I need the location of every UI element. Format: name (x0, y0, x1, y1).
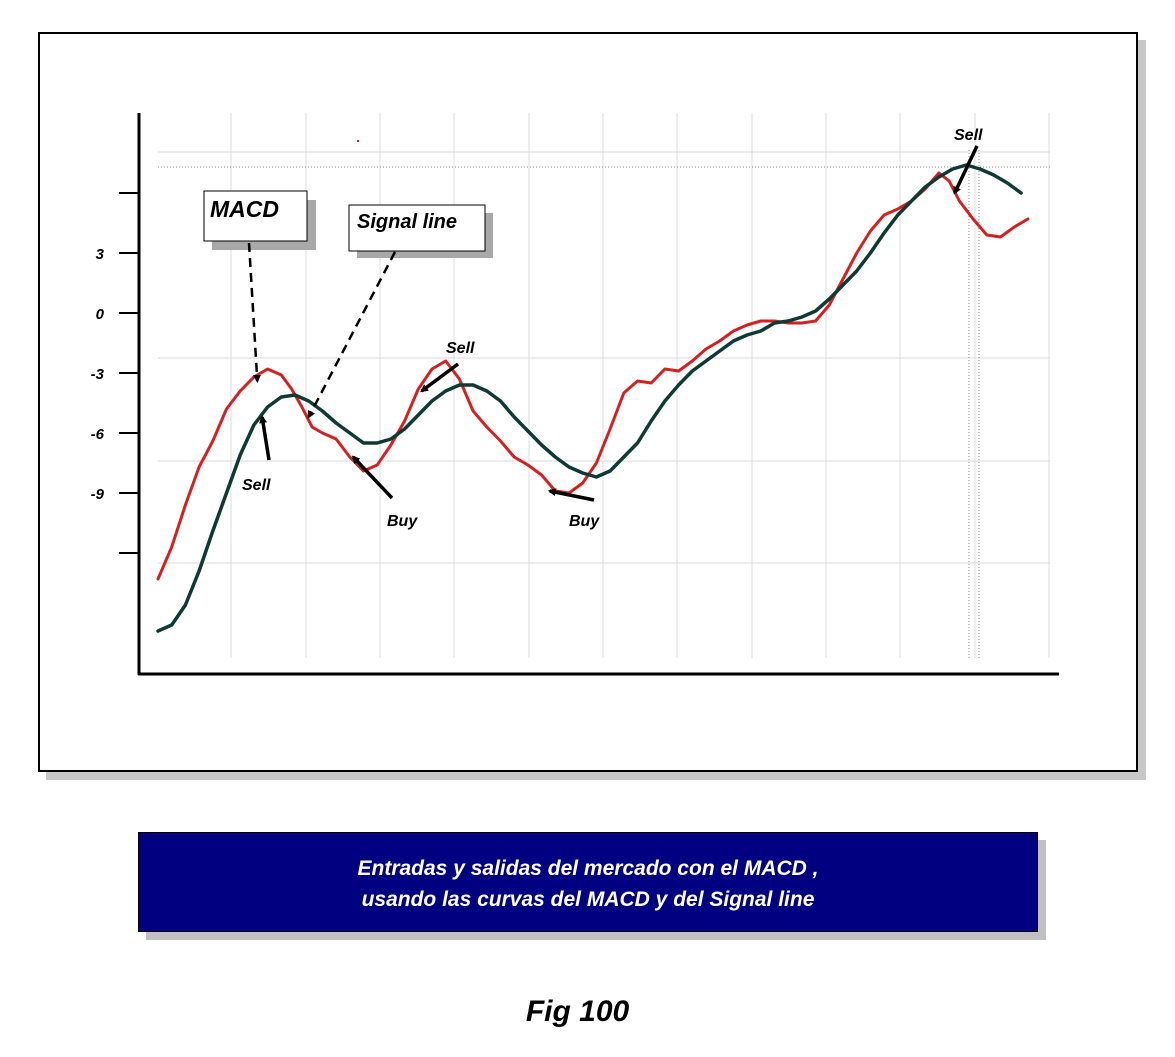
caption-line-1: Entradas y salidas del mercado con el MA… (357, 857, 819, 880)
y-tick-label: -9 (91, 486, 105, 503)
sell-label-3: Sell (954, 127, 983, 144)
caption-box: Entradas y salidas del mercado con el MA… (138, 832, 1038, 932)
y-tick-label: -6 (91, 426, 105, 443)
signal-line-label: Signal line (357, 211, 457, 233)
stray-dot (357, 140, 359, 142)
macd-label: MACD (210, 196, 279, 222)
sell-arrow-1 (259, 415, 271, 461)
macd-label-box (203, 190, 308, 242)
sell-label-1: Sell (242, 477, 271, 494)
sell-arrow-3 (953, 145, 979, 195)
signal-label-box (348, 204, 486, 252)
signal-series-line (156, 163, 1023, 633)
signal-dashed-arrow (307, 251, 397, 419)
macd-dashed-arrow (247, 242, 261, 383)
chart-frame (38, 32, 1138, 772)
buy-arrow-1 (351, 455, 394, 500)
buy-arrow-2 (547, 488, 595, 502)
sell-arrow-2 (420, 362, 460, 393)
sell-label-2: Sell (446, 340, 475, 357)
figure-label: Fig 100 (525, 995, 630, 1028)
y-tick-label: 3 (96, 246, 105, 263)
macd-series-line (156, 171, 1030, 581)
buy-label-1: Buy (387, 513, 418, 530)
y-tick-label: -3 (91, 366, 105, 383)
y-tick-label: 0 (96, 306, 105, 323)
buy-label-2: Buy (569, 513, 600, 530)
caption-line-2: usando las curvas del MACD y del Signal … (361, 888, 815, 911)
